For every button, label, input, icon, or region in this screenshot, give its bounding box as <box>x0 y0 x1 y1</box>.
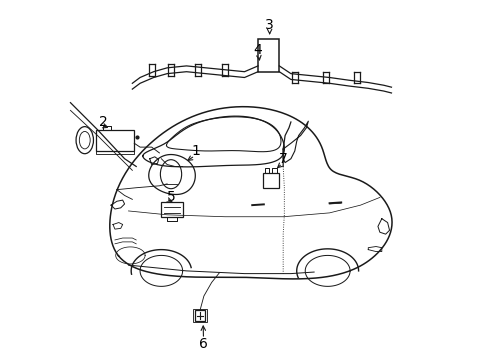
Polygon shape <box>161 202 182 217</box>
Text: 1: 1 <box>191 144 200 158</box>
Ellipse shape <box>76 127 93 154</box>
Polygon shape <box>262 173 278 188</box>
Polygon shape <box>95 130 134 151</box>
Text: 5: 5 <box>166 190 175 204</box>
Text: 7: 7 <box>278 152 287 166</box>
Polygon shape <box>194 310 205 321</box>
Text: 2: 2 <box>99 115 107 129</box>
Text: 6: 6 <box>199 337 208 351</box>
Text: 3: 3 <box>264 18 273 32</box>
Polygon shape <box>148 154 195 194</box>
Polygon shape <box>258 39 279 72</box>
Text: 4: 4 <box>253 44 262 58</box>
